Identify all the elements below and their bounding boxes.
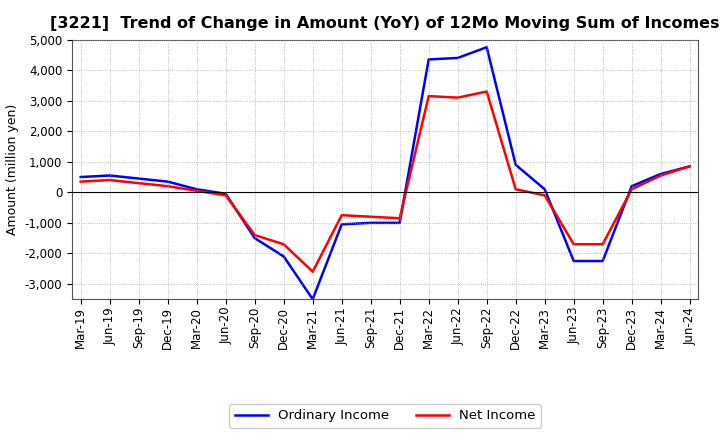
Line: Net Income: Net Income — [81, 92, 690, 272]
Net Income — [598, 242, 607, 247]
Y-axis label: Amount (million yen): Amount (million yen) — [6, 104, 19, 235]
Ordinary Income — [366, 220, 375, 225]
Net Income — [685, 164, 694, 169]
Net Income — [135, 180, 143, 186]
Ordinary Income — [221, 191, 230, 197]
Ordinary Income — [192, 187, 201, 192]
Title: [3221]  Trend of Change in Amount (YoY) of 12Mo Moving Sum of Incomes: [3221] Trend of Change in Amount (YoY) o… — [50, 16, 720, 32]
Ordinary Income — [598, 258, 607, 264]
Net Income — [511, 187, 520, 192]
Ordinary Income — [395, 220, 404, 225]
Net Income — [482, 89, 491, 94]
Ordinary Income — [105, 173, 114, 178]
Ordinary Income — [454, 55, 462, 61]
Ordinary Income — [627, 183, 636, 189]
Net Income — [221, 193, 230, 198]
Net Income — [454, 95, 462, 100]
Net Income — [570, 242, 578, 247]
Ordinary Income — [657, 171, 665, 176]
Net Income — [657, 173, 665, 178]
Ordinary Income — [163, 179, 172, 184]
Ordinary Income — [511, 162, 520, 168]
Ordinary Income — [308, 297, 317, 302]
Net Income — [541, 193, 549, 198]
Ordinary Income — [685, 164, 694, 169]
Legend: Ordinary Income, Net Income: Ordinary Income, Net Income — [230, 404, 541, 428]
Ordinary Income — [135, 176, 143, 181]
Ordinary Income — [570, 258, 578, 264]
Net Income — [251, 232, 259, 238]
Ordinary Income — [338, 222, 346, 227]
Net Income — [366, 214, 375, 220]
Net Income — [163, 183, 172, 189]
Ordinary Income — [251, 235, 259, 241]
Net Income — [192, 188, 201, 194]
Net Income — [395, 216, 404, 221]
Net Income — [308, 269, 317, 275]
Net Income — [76, 179, 85, 184]
Ordinary Income — [482, 44, 491, 50]
Line: Ordinary Income: Ordinary Income — [81, 47, 690, 299]
Ordinary Income — [76, 174, 85, 180]
Ordinary Income — [541, 187, 549, 192]
Net Income — [338, 213, 346, 218]
Net Income — [105, 177, 114, 183]
Net Income — [627, 187, 636, 192]
Ordinary Income — [279, 254, 288, 259]
Ordinary Income — [424, 57, 433, 62]
Net Income — [424, 93, 433, 99]
Net Income — [279, 242, 288, 247]
